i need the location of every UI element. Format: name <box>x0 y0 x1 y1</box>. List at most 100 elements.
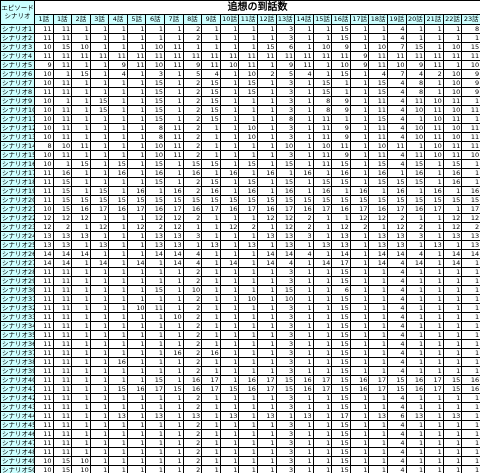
table-cell[interactable]: 1 <box>89 150 110 160</box>
table-cell[interactable]: 1 <box>145 366 166 376</box>
table-cell[interactable]: 4 <box>386 150 407 160</box>
table-cell[interactable]: 1 <box>219 303 240 313</box>
table-cell[interactable]: 8 <box>145 123 166 133</box>
table-cell[interactable]: 2 <box>182 357 203 367</box>
table-cell[interactable]: 1 <box>349 465 370 473</box>
table-cell[interactable]: 16 <box>108 168 128 178</box>
table-cell[interactable]: 1 <box>312 285 333 295</box>
table-cell[interactable]: 1 <box>89 132 110 142</box>
table-cell[interactable]: 11 <box>34 411 54 421</box>
table-cell[interactable]: 1 <box>89 456 110 466</box>
table-cell[interactable]: 1 <box>294 258 314 268</box>
table-cell[interactable]: 1 <box>461 420 480 430</box>
table-cell[interactable]: 1 <box>164 447 184 457</box>
table-cell[interactable]: 15 <box>294 195 314 205</box>
table-cell[interactable]: 1 <box>108 348 128 358</box>
table-cell[interactable]: 1 <box>238 456 258 466</box>
column-header[interactable]: 1話 <box>52 14 73 25</box>
table-cell[interactable]: 14 <box>442 258 463 268</box>
table-cell[interactable]: 1 <box>145 447 166 457</box>
table-cell[interactable]: 1 <box>126 276 147 286</box>
table-cell[interactable]: 10 <box>238 69 258 79</box>
table-cell[interactable]: 1 <box>145 357 166 367</box>
table-cell[interactable]: 1 <box>201 357 221 367</box>
table-cell[interactable]: 1 <box>368 186 388 196</box>
table-cell[interactable]: 1 <box>349 294 370 304</box>
table-cell[interactable]: 1 <box>89 177 110 187</box>
table-cell[interactable]: 1 <box>126 177 147 187</box>
table-cell[interactable]: 13 <box>145 231 166 241</box>
table-cell[interactable]: 12 <box>164 222 184 232</box>
table-cell[interactable]: 15 <box>108 195 128 205</box>
table-cell[interactable]: 1 <box>424 411 444 421</box>
table-cell[interactable]: 6 <box>331 285 351 295</box>
table-cell[interactable]: 11 <box>34 348 54 358</box>
table-cell[interactable]: 1 <box>424 357 444 367</box>
table-cell[interactable]: 1 <box>256 393 277 403</box>
table-cell[interactable]: 1 <box>238 285 258 295</box>
table-cell[interactable]: 16 <box>294 375 314 385</box>
table-cell[interactable]: 11 <box>145 51 166 61</box>
table-cell[interactable]: 15 <box>71 159 91 169</box>
table-cell[interactable]: 9 <box>275 60 296 70</box>
table-cell[interactable]: 1 <box>424 249 444 259</box>
table-cell[interactable]: 1 <box>164 411 184 421</box>
table-cell[interactable]: 11 <box>34 51 54 61</box>
table-cell[interactable]: 15 <box>331 447 351 457</box>
table-cell[interactable]: 1 <box>201 456 221 466</box>
column-header[interactable]: 22話 <box>442 14 463 25</box>
table-cell[interactable]: 1 <box>219 429 240 439</box>
table-cell[interactable]: 11 <box>34 321 54 331</box>
table-cell[interactable]: 1 <box>71 24 91 34</box>
table-cell[interactable]: 13 <box>405 411 426 421</box>
table-cell[interactable]: 1 <box>108 186 128 196</box>
table-cell[interactable]: 11 <box>126 51 147 61</box>
table-cell[interactable]: 1 <box>442 348 463 358</box>
table-cell[interactable]: 11 <box>294 60 314 70</box>
table-cell[interactable]: 8 <box>405 87 426 97</box>
table-cell[interactable]: 6 <box>275 42 296 52</box>
table-cell[interactable]: 11 <box>34 303 54 313</box>
table-cell[interactable]: 1 <box>164 87 184 97</box>
table-cell[interactable]: 14 <box>405 258 426 268</box>
table-cell[interactable]: 1 <box>89 24 110 34</box>
table-cell[interactable]: 1 <box>368 321 388 331</box>
table-cell[interactable]: 13 <box>275 240 296 250</box>
table-cell[interactable]: 11 <box>89 51 110 61</box>
table-cell[interactable]: 1 <box>126 456 147 466</box>
table-cell[interactable]: 1 <box>126 339 147 349</box>
table-cell[interactable]: 15 <box>201 105 221 115</box>
table-cell[interactable]: 11 <box>34 339 54 349</box>
table-cell[interactable]: 4 <box>386 258 407 268</box>
table-cell[interactable]: 11 <box>275 51 296 61</box>
table-cell[interactable]: 3 <box>275 402 296 412</box>
table-cell[interactable]: 1 <box>71 420 91 430</box>
corner-header[interactable]: エピソード シナリオ <box>0 0 35 25</box>
table-cell[interactable]: 4 <box>386 267 407 277</box>
table-cell[interactable]: 15 <box>89 186 110 196</box>
table-cell[interactable]: 15 <box>331 276 351 286</box>
table-cell[interactable]: 1 <box>256 222 277 232</box>
table-cell[interactable]: 1 <box>201 249 221 259</box>
table-cell[interactable]: 4 <box>275 258 296 268</box>
table-cell[interactable]: 2 <box>182 447 203 457</box>
table-cell[interactable]: 1 <box>349 321 370 331</box>
table-cell[interactable]: 1 <box>126 393 147 403</box>
table-cell[interactable]: 1 <box>145 258 166 268</box>
table-cell[interactable]: 13 <box>71 231 91 241</box>
table-cell[interactable]: 3 <box>275 303 296 313</box>
table-cell[interactable]: 15 <box>52 456 73 466</box>
table-cell[interactable]: 1 <box>108 276 128 286</box>
table-cell[interactable]: 1 <box>294 294 314 304</box>
table-cell[interactable]: 1 <box>461 465 480 473</box>
table-cell[interactable]: 15 <box>331 420 351 430</box>
table-cell[interactable]: 11 <box>312 114 333 124</box>
table-cell[interactable]: 13 <box>238 240 258 250</box>
table-cell[interactable]: 14 <box>34 258 54 268</box>
table-cell[interactable]: 1 <box>238 168 258 178</box>
table-cell[interactable]: 4 <box>294 69 314 79</box>
table-cell[interactable]: 1 <box>312 168 333 178</box>
table-cell[interactable]: 11 <box>368 105 388 115</box>
table-cell[interactable]: 13 <box>442 231 463 241</box>
table-cell[interactable]: 1 <box>294 357 314 367</box>
